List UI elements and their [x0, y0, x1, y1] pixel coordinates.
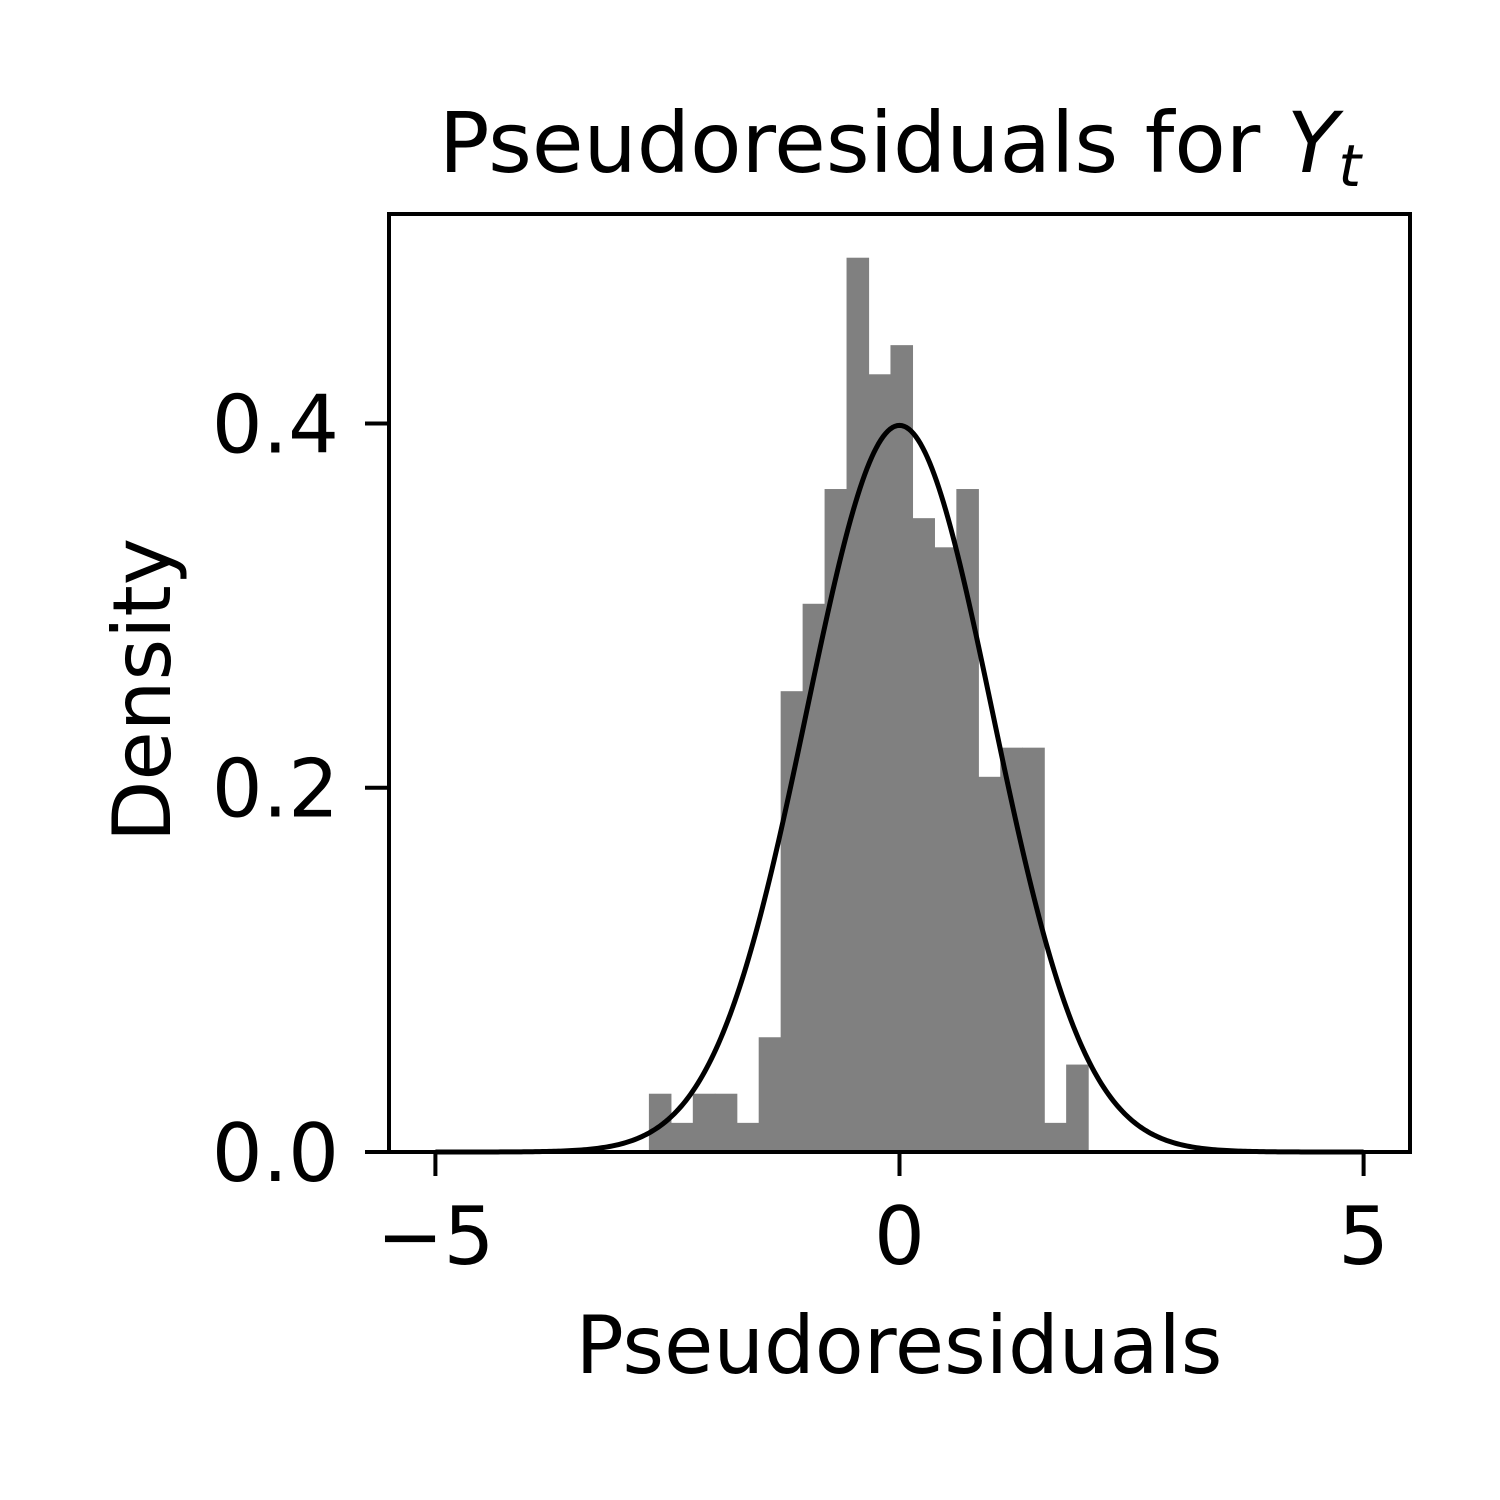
histogram-bar — [1044, 1122, 1067, 1152]
y-tick-label: 0.0 — [212, 1107, 339, 1200]
histogram-bar — [978, 776, 1001, 1152]
histogram-bar — [802, 603, 826, 1152]
y-axis-label: Density — [96, 538, 189, 842]
chart-title-variable: Y — [1287, 94, 1344, 192]
histogram-bar — [714, 1093, 738, 1152]
chart-title-prefix: Pseudoresiduals for — [439, 94, 1287, 192]
y-tick-label: 0.4 — [212, 378, 339, 471]
normal-density-curve — [435, 422, 1364, 1155]
histogram-bar — [846, 257, 870, 1152]
y-axis-ticks: 0.0 0.2 0.4 — [212, 378, 389, 1200]
histogram-bar — [670, 1122, 694, 1152]
x-tick-label: 5 — [1338, 1190, 1389, 1283]
histogram-bar — [692, 1093, 716, 1152]
histogram-bar — [780, 691, 804, 1152]
histogram-bar — [1022, 747, 1045, 1152]
y-tick-label: 0.2 — [212, 743, 339, 836]
histogram-bar — [890, 345, 914, 1152]
histogram-bar — [824, 489, 848, 1152]
chart-title: Pseudoresiduals for Yt — [439, 94, 1363, 200]
histogram-bars — [648, 257, 1089, 1152]
histogram-bar — [912, 518, 935, 1152]
histogram-bar — [736, 1122, 760, 1152]
chart-title-subscript: t — [1338, 132, 1363, 200]
x-tick-label: −5 — [376, 1190, 494, 1283]
histogram-bar — [956, 489, 979, 1152]
histogram-bar — [934, 547, 957, 1152]
histogram-bar — [758, 1037, 782, 1152]
histogram-bar — [1000, 747, 1023, 1152]
histogram-bar — [868, 374, 892, 1152]
x-axis-ticks: −5 0 5 — [376, 1152, 1389, 1283]
x-tick-label: 0 — [874, 1190, 925, 1283]
x-axis-label: Pseudoresiduals — [576, 1299, 1223, 1392]
histogram-bar — [1066, 1064, 1089, 1152]
